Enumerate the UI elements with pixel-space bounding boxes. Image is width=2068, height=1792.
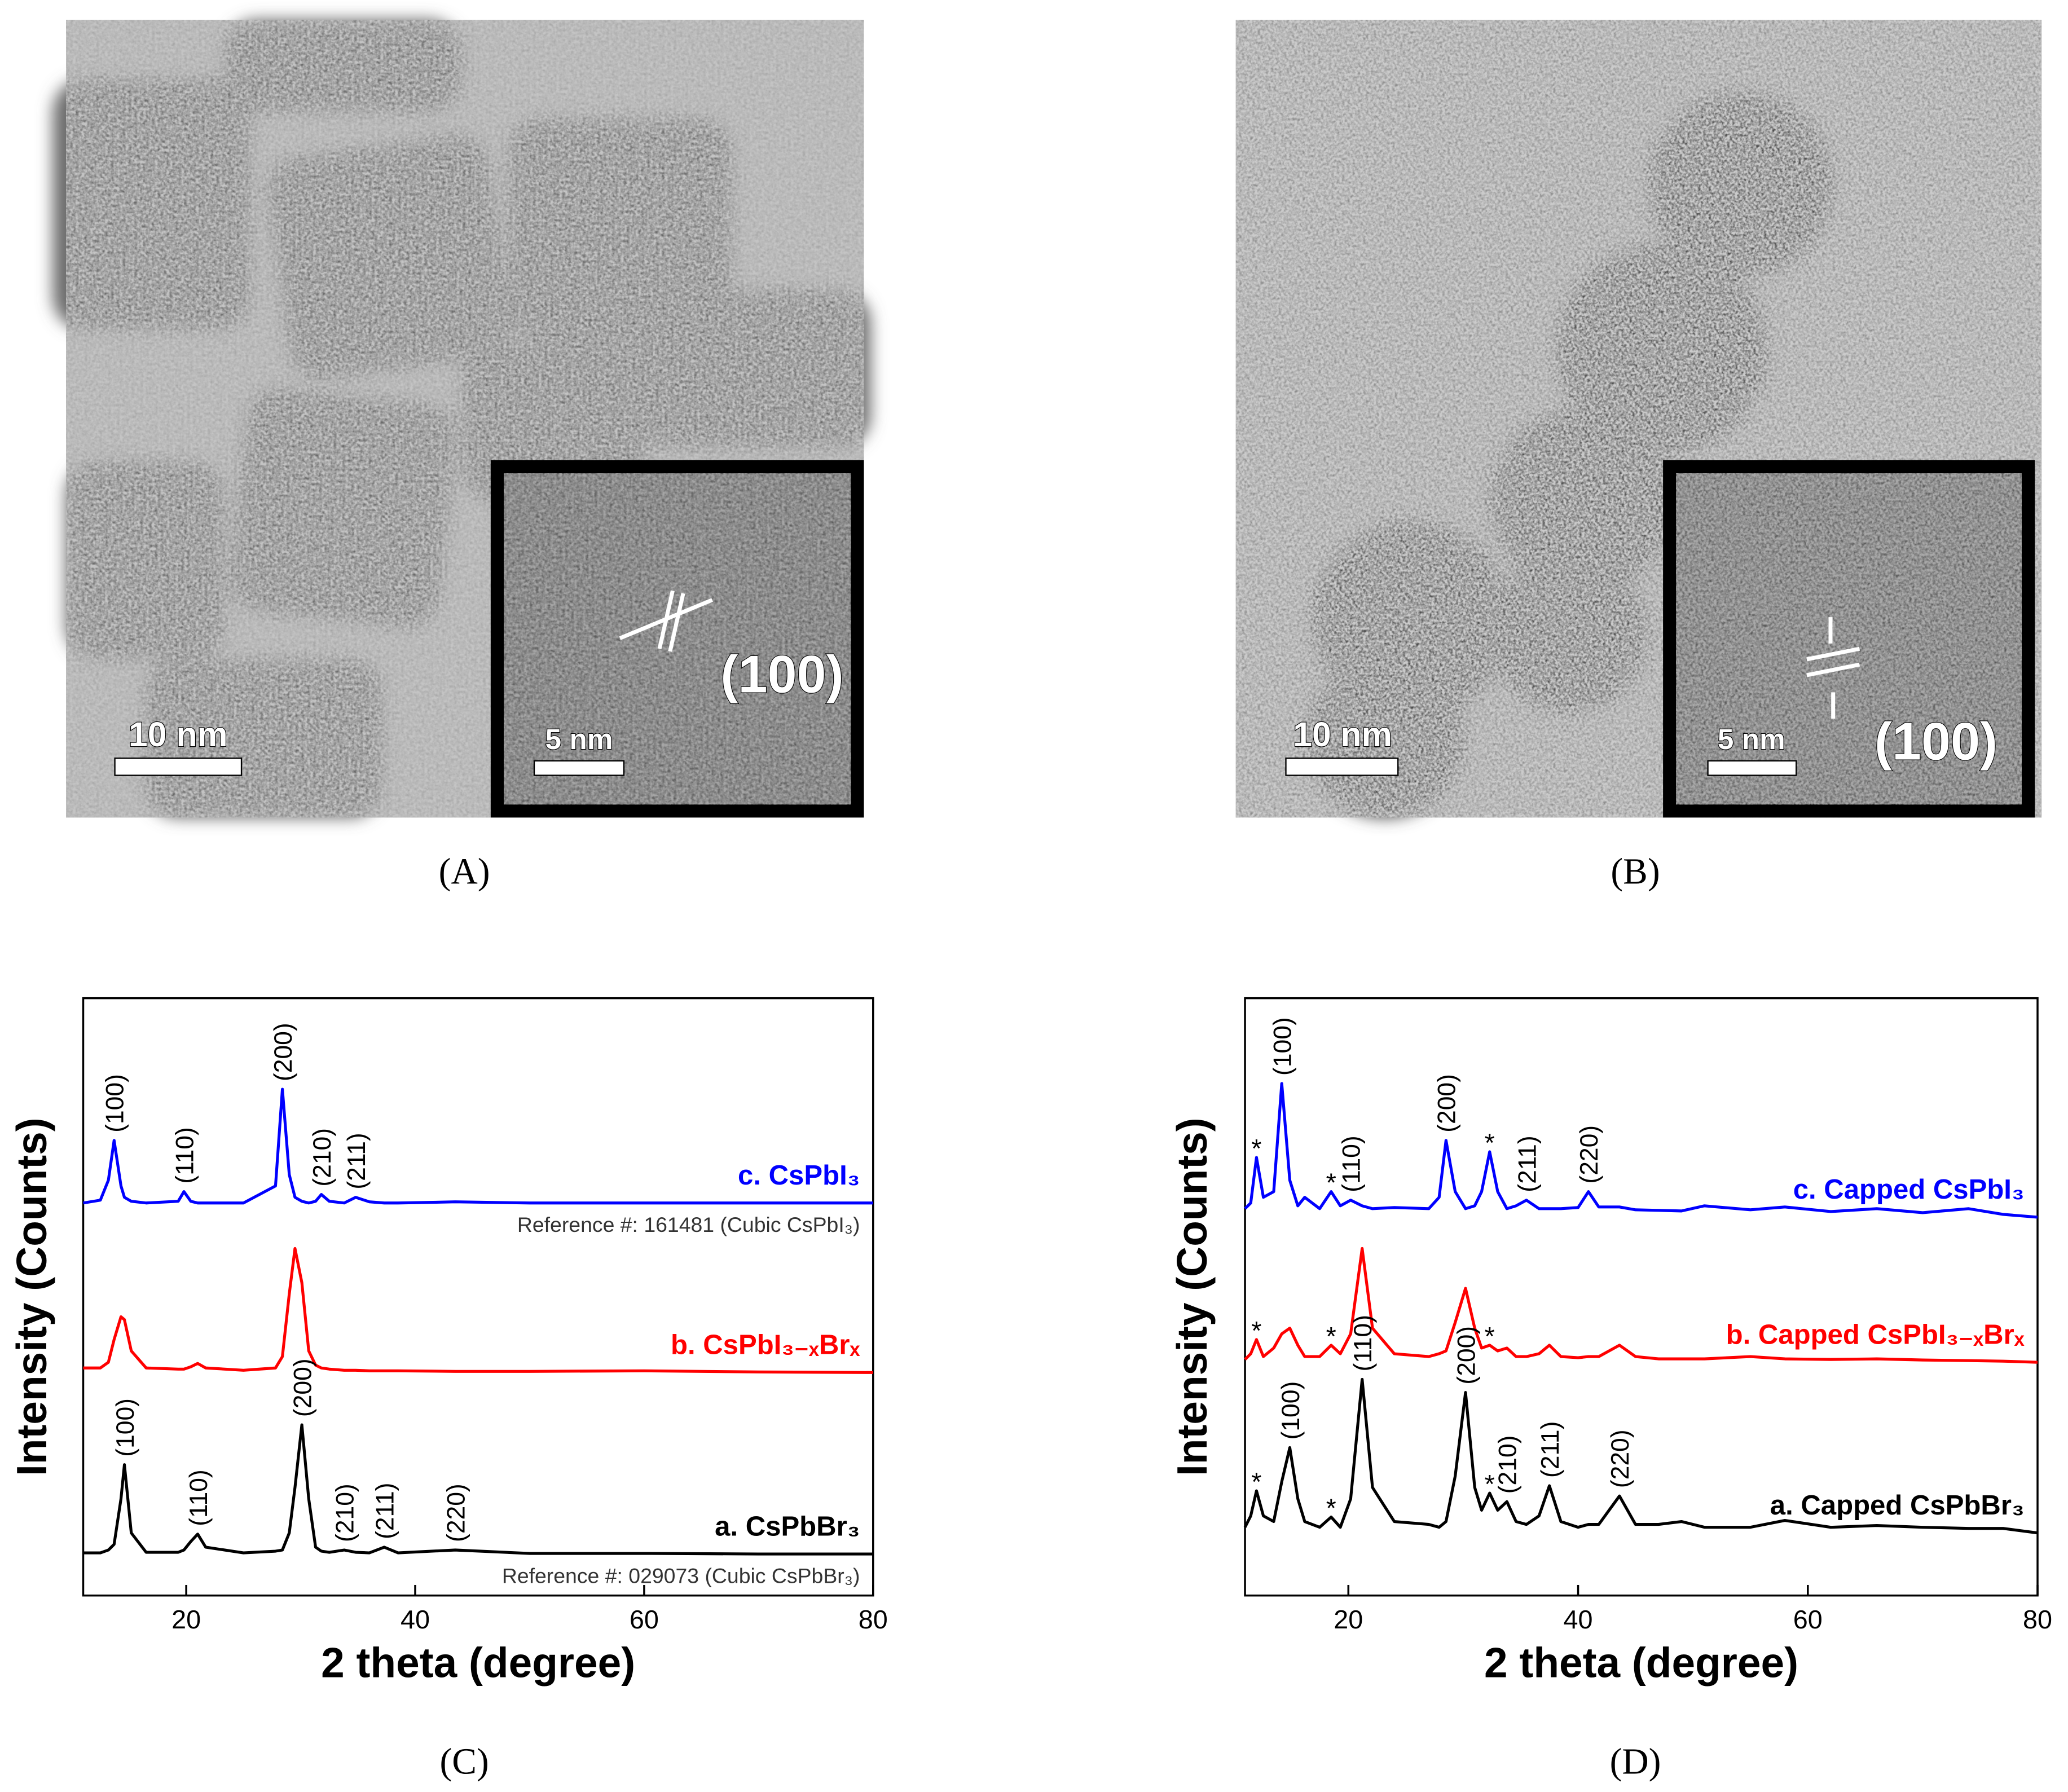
peak-label: (100) bbox=[102, 1074, 129, 1133]
peak-label: (211) bbox=[1513, 1135, 1541, 1192]
peak-marker: * bbox=[1251, 1134, 1261, 1163]
y-axis-label: Intensity (Counts) bbox=[8, 1117, 55, 1476]
xrd-pattern bbox=[83, 1087, 873, 1205]
peak-label: (211) bbox=[372, 1483, 399, 1539]
reference-label: Reference #: 029073 (Cubic CsPbBr₃) bbox=[502, 1564, 860, 1587]
peak-marker: * bbox=[1485, 1128, 1495, 1157]
xrd-pattern bbox=[83, 1247, 873, 1374]
y-axis-label: Intensity (Counts) bbox=[1168, 1117, 1216, 1476]
peak-marker: * bbox=[1485, 1322, 1495, 1351]
peak-label: (110) bbox=[1338, 1135, 1366, 1192]
peak-label: (210) bbox=[309, 1128, 336, 1187]
peak-marker: * bbox=[1251, 1316, 1261, 1345]
xrd-pattern bbox=[1244, 1247, 2038, 1364]
peak-label: (110) bbox=[1349, 1315, 1377, 1371]
peak-label: (100) bbox=[112, 1398, 139, 1457]
peak-label: (200) bbox=[1453, 1326, 1480, 1385]
x-tick-label: 60 bbox=[1793, 1605, 1823, 1634]
peak-label: (220) bbox=[1607, 1429, 1634, 1488]
scale-bar-label: 10 nm bbox=[1293, 715, 1392, 754]
peak-marker: * bbox=[1251, 1467, 1261, 1496]
scale-bar-label: 10 nm bbox=[129, 715, 228, 754]
legend-label: c. CsPbI₃ bbox=[738, 1160, 860, 1191]
x-tick-label: 40 bbox=[401, 1605, 430, 1634]
inset-scale-bar-label: 5 nm bbox=[545, 723, 613, 755]
xrd-pattern bbox=[83, 1423, 873, 1556]
xrd-pattern bbox=[1243, 1377, 2038, 1535]
x-tick-label: 40 bbox=[1564, 1605, 1593, 1634]
caption: (A) bbox=[439, 851, 490, 892]
peak-marker: * bbox=[1326, 1493, 1336, 1522]
peak-label: (211) bbox=[343, 1133, 371, 1189]
peak-label: (100) bbox=[1269, 1017, 1297, 1076]
peak-label: (210) bbox=[332, 1483, 359, 1542]
peak-label: (200) bbox=[270, 1023, 297, 1081]
legend-label: c. Capped CsPbI₃ bbox=[1793, 1174, 2025, 1205]
x-tick-label: 80 bbox=[859, 1605, 888, 1634]
peak-marker: * bbox=[1485, 1469, 1495, 1499]
peak-label: (210) bbox=[1494, 1436, 1522, 1494]
xrd-pattern bbox=[1244, 1082, 2038, 1219]
peak-label: (220) bbox=[442, 1483, 470, 1542]
x-tick-label: 20 bbox=[171, 1605, 201, 1634]
peak-label: (100) bbox=[1277, 1381, 1305, 1440]
inset-label: (100) bbox=[1875, 712, 1997, 771]
x-axis-label: 2 theta (degree) bbox=[1484, 1639, 1798, 1687]
reference-label: Reference #: 161481 (Cubic CsPbI₃) bbox=[517, 1213, 860, 1236]
peak-marker: * bbox=[1326, 1168, 1336, 1197]
peak-label: (110) bbox=[171, 1127, 199, 1183]
peak-label: (110) bbox=[185, 1469, 213, 1526]
x-axis-label: 2 theta (degree) bbox=[321, 1639, 635, 1687]
caption: (B) bbox=[1611, 851, 1660, 892]
peak-label: (200) bbox=[289, 1358, 316, 1417]
legend-label: b. Capped CsPbI₃₋ₓBrₓ bbox=[1726, 1319, 2025, 1350]
caption: (D) bbox=[1610, 1741, 1661, 1782]
tem-image-b: 10 nm 5 nm (100) bbox=[1235, 20, 2042, 818]
plot-frame bbox=[82, 997, 874, 1597]
peak-label: (220) bbox=[1576, 1125, 1603, 1184]
inset-label: (100) bbox=[720, 644, 843, 703]
peak-marker: * bbox=[1326, 1322, 1336, 1351]
x-tick-label: 80 bbox=[2023, 1605, 2052, 1634]
x-tick-label: 20 bbox=[1334, 1605, 1363, 1634]
legend-label: b. CsPbI₃₋ₓBrₓ bbox=[671, 1330, 860, 1360]
plot-frame bbox=[1244, 997, 2039, 1597]
peak-label: (211) bbox=[1537, 1421, 1564, 1478]
legend-label: a. Capped CsPbBr₃ bbox=[1770, 1490, 2025, 1521]
caption: (C) bbox=[439, 1741, 489, 1782]
legend-label: a. CsPbBr₃ bbox=[715, 1511, 860, 1542]
x-tick-label: 60 bbox=[630, 1605, 659, 1634]
peak-label: (200) bbox=[1433, 1074, 1461, 1133]
tem-image-a: 10 nm 5 nm (100) bbox=[52, 20, 871, 818]
inset-scale-bar-label: 5 nm bbox=[1718, 723, 1785, 755]
